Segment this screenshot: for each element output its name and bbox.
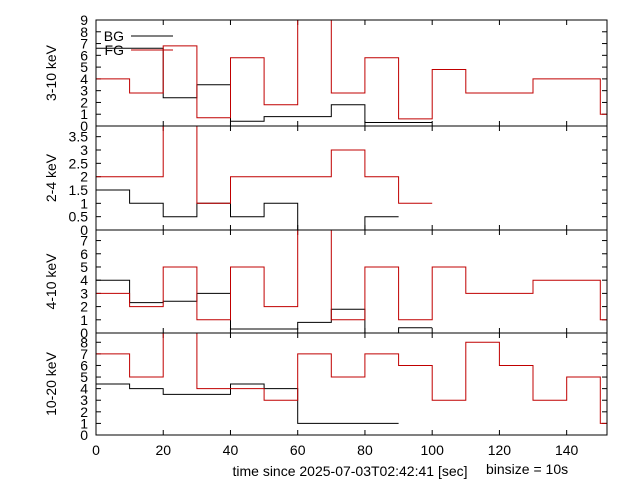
y-axis-label: 10-20 keV: [43, 351, 59, 415]
y-tick-label: 1: [80, 195, 88, 211]
y-tick-label: 7: [80, 36, 88, 52]
y-tick-label: 3.5: [69, 129, 89, 145]
y-tick-label: 2: [80, 404, 88, 420]
y-tick-label: 0: [80, 222, 88, 238]
y-tick-label: 8: [80, 334, 88, 350]
x-tick-label: 0: [92, 442, 100, 458]
y-axis-label: 2-4 keV: [43, 153, 59, 202]
panel-frame: [95, 229, 608, 334]
y-tick-label: 5: [80, 259, 88, 275]
x-tick-label: 120: [488, 442, 512, 458]
panel-frame: [95, 125, 608, 231]
x-tick-label: 100: [421, 442, 445, 458]
y-tick-label: 7: [80, 346, 88, 362]
y-tick-label: 2: [80, 94, 88, 110]
y-tick-label: 1.5: [69, 182, 89, 198]
y-tick-label: 0: [80, 427, 88, 443]
y-tick-label: 4: [80, 381, 88, 397]
y-axis-label: 3-10 keV: [43, 44, 59, 101]
y-tick-label: 6: [80, 47, 88, 63]
y-tick-label: 2: [80, 299, 88, 315]
y-tick-label: 0.5: [69, 209, 89, 225]
y-tick-label: 9: [80, 12, 88, 28]
x-tick-label: 20: [155, 442, 171, 458]
binsize-label: binsize = 10s: [486, 461, 568, 477]
x-tick-label: 40: [223, 442, 239, 458]
series-fg-line: [96, 230, 607, 321]
y-tick-label: 0: [80, 118, 88, 134]
y-tick-label: 6: [80, 246, 88, 262]
x-axis-label: time since 2025-07-03T02:42:41 [sec]: [232, 463, 467, 479]
y-tick-label: 7: [80, 233, 88, 249]
y-tick-label: 3: [80, 285, 88, 301]
y-tick-label: 8: [80, 24, 88, 40]
y-axis-label: 4-10 keV: [43, 253, 59, 310]
y-tick-label: 2.5: [69, 155, 89, 171]
y-tick-label: 5: [80, 369, 88, 385]
series-fg-line: [96, 333, 607, 424]
x-tick-label: 60: [290, 442, 306, 458]
y-tick-label: 2: [80, 169, 88, 185]
series-bg-line: [96, 383, 399, 424]
series-bg-line: [96, 189, 399, 230]
y-tick-label: 1: [80, 312, 88, 328]
y-tick-label: 1: [80, 415, 88, 431]
panel-frame: [95, 332, 608, 436]
legend-label-fg: FG: [105, 42, 124, 58]
x-tick-label: 140: [555, 442, 579, 458]
y-tick-label: 4: [80, 272, 88, 288]
y-tick-label: 3: [80, 142, 88, 158]
series-fg-line: [96, 20, 607, 120]
y-tick-label: 1: [80, 106, 88, 122]
y-tick-label: 0: [80, 325, 88, 341]
y-tick-label: 6: [80, 357, 88, 373]
y-tick-label: 5: [80, 59, 88, 75]
y-tick-label: 3: [80, 392, 88, 408]
y-tick-label: 3: [80, 83, 88, 99]
legend-label-bg: BG: [104, 28, 124, 44]
x-axis: 0 20 40 60 80 100 120 140: [92, 442, 578, 458]
x-tick-label: 80: [357, 442, 373, 458]
y-tick-label: 4: [80, 71, 88, 87]
series-fg-line: [96, 126, 433, 204]
panel-2: 00.511.522.533.5 2-4 keV: [43, 125, 608, 238]
